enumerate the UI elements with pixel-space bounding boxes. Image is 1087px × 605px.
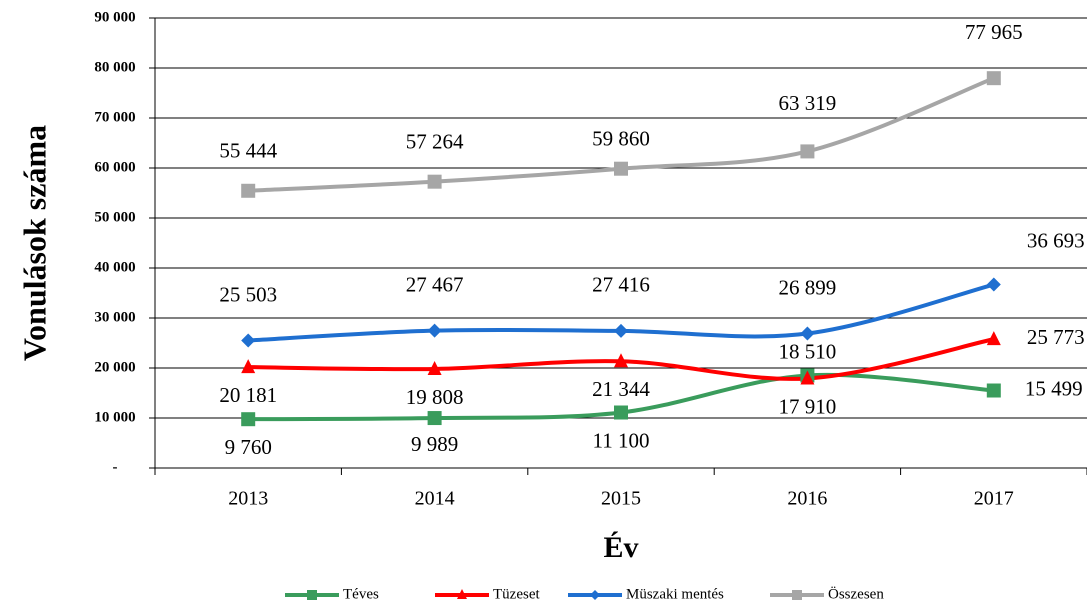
legend: Téves Tüzeset Müszaki mentés Összesen [285, 585, 884, 602]
data-label: 27 467 [406, 272, 464, 296]
data-label: 19 808 [406, 385, 464, 409]
data-label: 20 181 [219, 383, 277, 407]
data-label: 17 910 [779, 394, 837, 418]
data-label: 21 344 [592, 377, 650, 401]
legend-label: Müszaki mentés [626, 586, 724, 602]
data-label: 11 100 [593, 428, 650, 452]
marker [241, 183, 256, 198]
data-label: 15 499 [1025, 376, 1083, 400]
y-tick-label: 80 000 [94, 59, 135, 75]
marker [241, 359, 256, 374]
marker [614, 405, 628, 420]
data-label: 9 760 [225, 435, 272, 459]
marker [427, 323, 442, 338]
x-tick-label: 2017 [974, 488, 1014, 510]
marker [241, 333, 256, 348]
marker [614, 353, 628, 368]
x-tick-label: 2016 [787, 488, 827, 510]
data-label: 57 264 [406, 129, 464, 153]
data-label: 59 860 [592, 127, 650, 151]
marker [986, 71, 1001, 86]
marker [986, 277, 1001, 292]
y-tick-label: 10 000 [94, 409, 135, 425]
marker [800, 370, 815, 385]
data-label: 18 510 [779, 339, 837, 363]
data-label: 25 773 [1027, 325, 1085, 349]
marker [457, 589, 467, 599]
marker [986, 331, 1001, 346]
x-tick-label: 2014 [415, 488, 455, 510]
data-label: 9 989 [411, 432, 458, 456]
marker [427, 360, 442, 375]
legend-label: Téves [343, 586, 379, 602]
marker [614, 161, 628, 176]
legend-label: Összesen [828, 585, 884, 602]
y-tick-label: 20 000 [94, 359, 135, 375]
data-label: 27 416 [592, 273, 650, 297]
y-tick-label: 40 000 [94, 259, 135, 275]
marker [427, 174, 442, 189]
x-axis-title: Év [603, 531, 638, 564]
marker [590, 590, 600, 600]
y-tick-label: 70 000 [94, 109, 135, 125]
x-tick-label: 2013 [228, 488, 268, 510]
marker [427, 411, 442, 426]
data-label: 36 693 [1027, 228, 1085, 252]
y-tick-label: 50 000 [94, 209, 135, 225]
marker [800, 144, 815, 159]
data-label: 26 899 [779, 275, 837, 299]
x-tick-label: 2015 [601, 488, 641, 510]
y-tick-label: - [113, 459, 118, 475]
marker [800, 326, 815, 341]
marker [614, 323, 628, 338]
marker [307, 590, 317, 600]
y-tick-label: 60 000 [94, 159, 135, 175]
marker [241, 412, 256, 427]
y-axis-title: Vonulások száma [16, 125, 52, 361]
data-label: 77 965 [965, 20, 1023, 44]
marker [986, 383, 1001, 398]
data-label: 55 444 [219, 139, 277, 163]
marker [792, 590, 802, 600]
legend-label: Tüzeset [493, 586, 540, 602]
data-label: 25 503 [219, 282, 277, 306]
data-label: 63 319 [779, 91, 837, 115]
y-tick-label: 90 000 [94, 9, 135, 25]
y-tick-label: 30 000 [94, 309, 135, 325]
